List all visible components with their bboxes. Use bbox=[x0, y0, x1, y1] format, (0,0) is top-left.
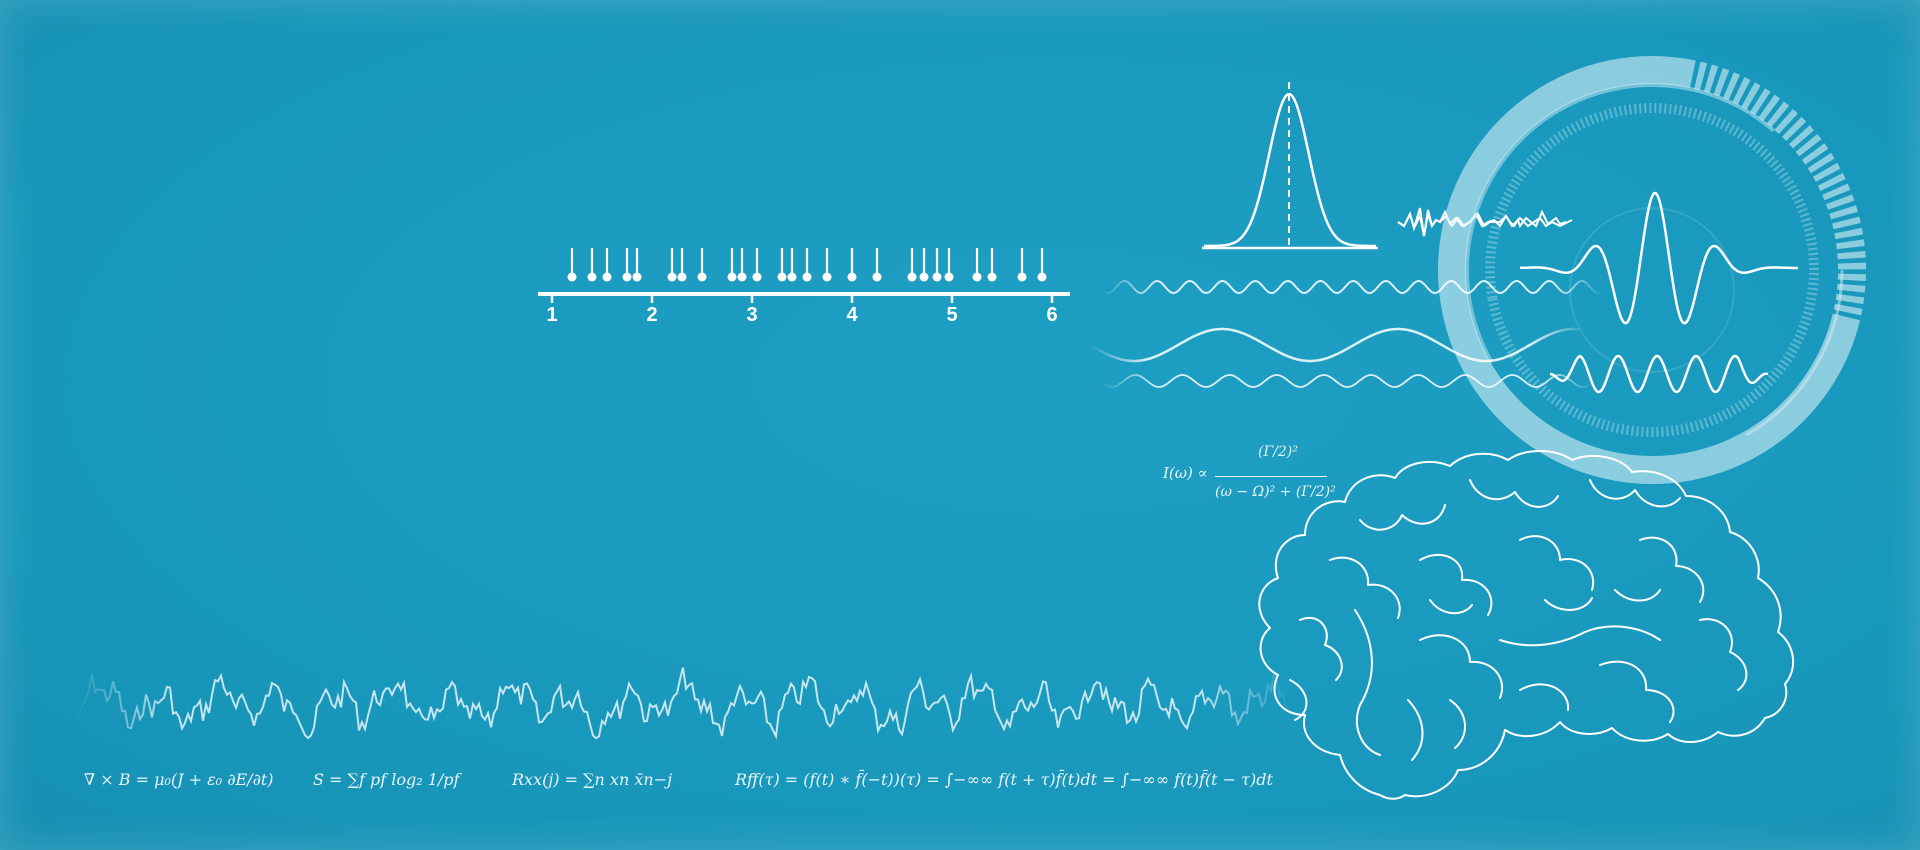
spike-mark bbox=[972, 248, 982, 282]
spike-mark bbox=[847, 248, 857, 282]
entropy-equation: S = ∑f pf log₂ 1/pf bbox=[313, 770, 460, 789]
spike-mark bbox=[932, 248, 942, 282]
spike-mark bbox=[1017, 248, 1027, 282]
eeg-signal-icon bbox=[73, 667, 1293, 740]
spike-mark bbox=[822, 248, 832, 282]
spike-mark bbox=[752, 248, 762, 282]
spike-mark bbox=[987, 248, 997, 282]
lorentzian-numerator: (Γ/2)² bbox=[1258, 444, 1298, 460]
medium-oscillation bbox=[1099, 374, 1591, 388]
spike-mark bbox=[944, 248, 954, 282]
spike-mark bbox=[567, 248, 577, 282]
spike-mark bbox=[777, 248, 787, 282]
lorentzian-lhs: I(ω) ∝ bbox=[1163, 464, 1208, 482]
spike-mark bbox=[737, 248, 747, 282]
fast-oscillation bbox=[1099, 279, 1601, 295]
spike-mark bbox=[907, 248, 917, 282]
spike-mark bbox=[677, 248, 687, 282]
spike-mark bbox=[919, 248, 929, 282]
raster-tick-label: 3 bbox=[746, 304, 758, 326]
raster-tick-label: 4 bbox=[846, 304, 858, 326]
wavelet-icon bbox=[1520, 191, 1798, 325]
sawtooth-oscillation bbox=[1549, 354, 1769, 394]
ecg-trace-icon bbox=[1397, 207, 1573, 237]
spike-mark bbox=[632, 248, 642, 282]
spike-mark bbox=[602, 248, 612, 282]
spike-mark bbox=[622, 248, 632, 282]
lorentzian-fraction-bar bbox=[1215, 476, 1327, 477]
spike-mark bbox=[667, 248, 677, 282]
spike-mark bbox=[697, 248, 707, 282]
raster-tick-label: 2 bbox=[646, 304, 658, 326]
spike-mark bbox=[802, 248, 812, 282]
ring-gauge-icon bbox=[1438, 56, 1866, 484]
raster-tick-label: 6 bbox=[1046, 304, 1058, 326]
spike-mark bbox=[587, 248, 597, 282]
autocorrelation-equation: Rxx(j) = ∑n xn x̄n−j bbox=[512, 770, 673, 789]
raster-tick-label: 5 bbox=[946, 304, 958, 326]
brain-outline-icon bbox=[1258, 450, 1795, 800]
spike-mark bbox=[872, 248, 882, 282]
lorentzian-denominator: (ω − Ω)² + (Γ/2)² bbox=[1215, 484, 1336, 500]
convolution-equation: Rff(τ) = (f(t) ∗ f̄(−t))(τ) = ∫−∞∞ f(t +… bbox=[735, 770, 1273, 789]
maxwell-equation: ∇ × B = μ₀(J + ε₀ ∂E/∂t) bbox=[84, 770, 274, 789]
spike-mark bbox=[727, 248, 737, 282]
raster-tick-label: 1 bbox=[546, 304, 558, 326]
spike-mark bbox=[787, 248, 797, 282]
slow-oscillation bbox=[1089, 327, 1581, 363]
gaussian-curve-icon bbox=[1202, 82, 1378, 250]
spike-mark bbox=[1037, 248, 1047, 282]
